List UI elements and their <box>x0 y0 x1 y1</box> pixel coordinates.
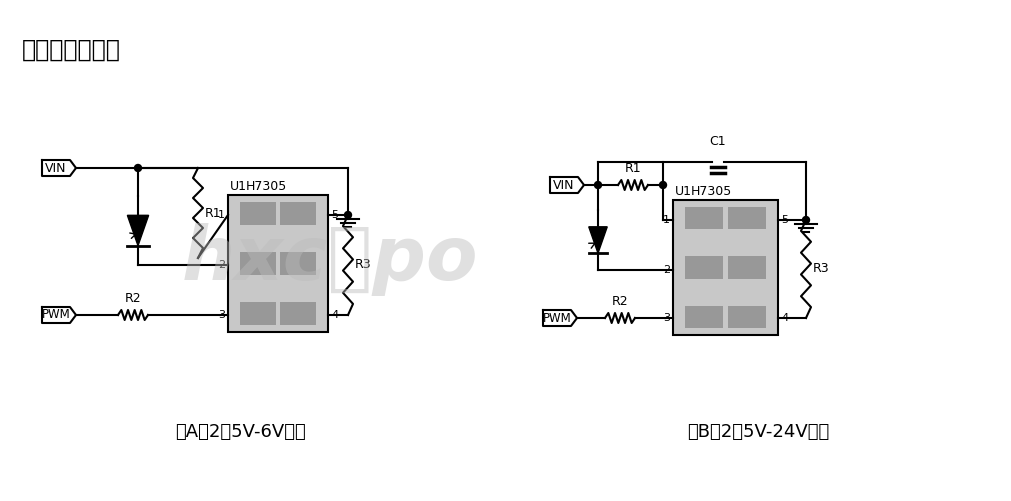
Bar <box>728 207 766 229</box>
Text: U1: U1 <box>229 180 247 193</box>
Bar <box>280 303 316 325</box>
Text: U1: U1 <box>675 185 692 198</box>
Bar <box>673 200 778 335</box>
Bar <box>728 306 766 328</box>
Text: （B）2．5V-24V输入: （B）2．5V-24V输入 <box>686 423 829 441</box>
Text: （A）2．5V-6V输入: （A）2．5V-6V输入 <box>175 423 305 441</box>
Text: R1: R1 <box>625 162 641 175</box>
Text: C1: C1 <box>710 135 726 148</box>
Circle shape <box>659 181 666 188</box>
Bar <box>228 195 328 332</box>
Circle shape <box>594 181 602 188</box>
Bar <box>240 202 276 224</box>
Text: R1: R1 <box>205 206 221 219</box>
Bar <box>728 257 766 279</box>
Bar <box>240 252 276 275</box>
Text: hxc－po: hxc－po <box>182 223 478 297</box>
Text: R3: R3 <box>355 259 372 272</box>
Text: R3: R3 <box>813 263 830 276</box>
Circle shape <box>803 216 810 223</box>
Text: R2: R2 <box>124 292 142 305</box>
Text: H7305: H7305 <box>246 180 287 193</box>
Text: PWM: PWM <box>543 312 571 325</box>
Text: PWM: PWM <box>41 309 71 322</box>
Text: 5: 5 <box>331 210 338 220</box>
Polygon shape <box>588 227 608 253</box>
Polygon shape <box>127 215 149 245</box>
Bar <box>280 252 316 275</box>
Text: 4: 4 <box>782 313 789 323</box>
Bar <box>684 257 723 279</box>
Text: VIN: VIN <box>45 161 67 174</box>
Bar <box>240 303 276 325</box>
Text: H7305: H7305 <box>691 185 732 198</box>
Bar <box>684 306 723 328</box>
Text: 1: 1 <box>218 210 225 220</box>
Circle shape <box>134 164 142 171</box>
Text: 典型应用电路图: 典型应用电路图 <box>22 38 121 62</box>
Circle shape <box>345 211 352 218</box>
Text: R2: R2 <box>612 295 628 308</box>
Text: 2: 2 <box>663 265 670 275</box>
Bar <box>280 202 316 224</box>
Bar <box>684 207 723 229</box>
Text: 2: 2 <box>218 260 225 270</box>
Text: 1: 1 <box>663 215 670 225</box>
Text: VIN: VIN <box>553 178 574 191</box>
Text: 5: 5 <box>782 215 788 225</box>
Text: 4: 4 <box>331 310 338 320</box>
Text: 3: 3 <box>218 310 225 320</box>
Text: 3: 3 <box>663 313 670 323</box>
